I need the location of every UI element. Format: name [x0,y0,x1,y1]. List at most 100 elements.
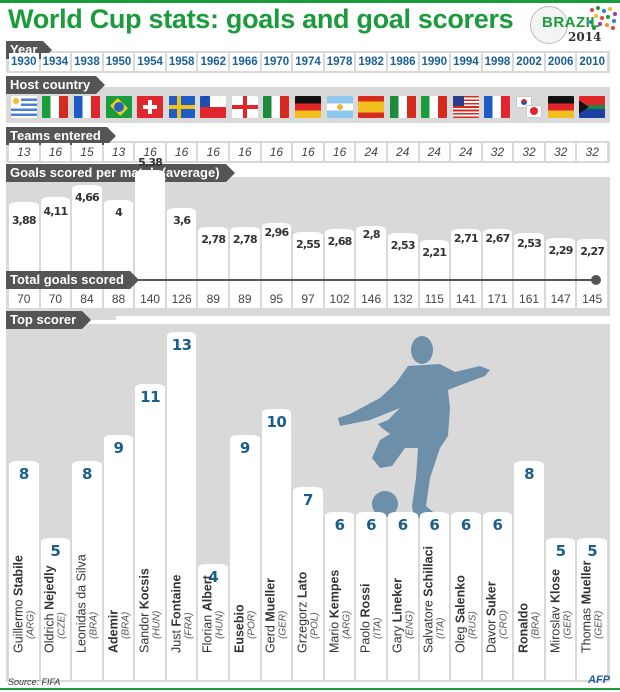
year-cell: 1934 [40,53,71,71]
teams-cell: 16 [324,143,355,161]
flag-switzerland-icon [137,96,164,118]
scorer-name: Mario Kempes (ARG) [327,569,353,653]
scorer-names: Guillermo Stabile (ARG) Oldrich Nejedly (C… [9,540,607,680]
scorer-bar: 6 [324,512,355,680]
flag-south-africa-icon [579,96,606,118]
teams-cell: 32 [514,143,544,161]
total-cell: 171 [482,290,513,308]
teams-cell: 24 [451,143,481,161]
scorer-bar: 5 [577,538,607,680]
scorer-bar: 7 [293,487,323,680]
year-cell: 2006 [545,53,576,71]
scorer-name: Davor Suker (CRO) [484,581,510,653]
scorer-bar: 5 [545,538,576,680]
year-cell: 1958 [166,53,197,71]
scorer-bar: 5 [40,538,71,680]
flag-spain-icon [358,96,385,118]
flag-uruguay-icon [10,96,37,118]
total-cell: 132 [387,290,418,308]
year-row: 1930 1934 1938 1950 1954 1958 1962 1966 … [9,53,607,71]
total-cell: 126 [166,290,197,308]
flag-usa-icon [452,96,479,118]
teams-cell: 15 [72,143,102,161]
scorer-name: Salvatore Schillaci (ITA) [421,545,447,653]
teams-cell: 16 [198,143,229,161]
scorer-bar: 6 [419,512,450,680]
flag-chile-icon [200,96,227,118]
scorer-name: Leonidas da Silva (BRA) [74,554,100,653]
total-cell: 146 [356,290,386,308]
year-cell: 1990 [419,53,450,71]
top-scorer-chart: 8 5 8 9 11 13 4 9 10 7 6 6 6 6 6 6 8 5 5 [9,330,607,680]
avg-bar: 2,21 [419,240,450,290]
total-cell: 145 [577,290,607,308]
avg-bar: 3,6 [166,208,197,290]
total-cell: 70 [40,290,71,308]
teams-cell: 32 [577,143,607,161]
label-rule [258,170,610,175]
total-cell: 161 [514,290,544,308]
year-cell: 1986 [387,53,418,71]
host-country-label: Host country [6,76,106,94]
source-note: Source: FIFA [8,677,61,687]
total-cell: 89 [198,290,229,308]
year-cell: 1970 [261,53,292,71]
top-scorer-label: Top scorer [6,311,92,329]
total-cell: 102 [324,290,355,308]
avg-bar: 2,53 [387,233,418,290]
scorer-bar: 8 [514,461,544,680]
teams-cell: 32 [545,143,576,161]
scorer-name: Ronaldo (BRA) [516,603,542,653]
teams-cell: 16 [166,143,197,161]
scorer-name: Gary Lineker (ENG) [390,577,416,653]
scorer-name: Grzegorz Lato (POL) [295,571,321,653]
year-cell: 2010 [577,53,607,71]
flag-brazil-icon [105,96,132,118]
afp-credit: AFP [588,674,610,686]
football-icon [530,6,568,44]
logo-year: 2014 [568,30,602,44]
total-cell: 141 [451,290,481,308]
scorer-name: Just Fontaine (FRA) [169,574,195,653]
goals-per-match-label: Goals scored per match (average) [6,164,235,182]
scorer-name: Oldrich Nejedly (CZE) [42,565,68,653]
scorer-name: Sandor Kocsis (HUN) [137,568,163,653]
flag-germany-icon [547,96,574,118]
flag-argentina-icon [326,96,353,118]
flag-england-icon [231,96,258,118]
teams-cell: 24 [356,143,386,161]
year-cell: 2002 [514,53,544,71]
scorer-name: Ademir (BRA) [106,609,132,653]
flag-france-icon [484,96,511,118]
scorer-bar: 8 [9,461,39,680]
year-cell: 1962 [198,53,229,71]
football-player-silhouette-icon [338,336,490,518]
scorer-bar: 4 [198,564,229,680]
scorer-name: Oleg Salenko (RUS) [453,575,479,653]
year-cell: 1974 [293,53,323,71]
year-cell: 1978 [324,53,355,71]
bottom-accent-bar [0,688,620,690]
flag-sweden-icon [168,96,195,118]
scorer-bar: 11 [135,384,165,680]
scorer-bar: 13 [166,332,197,680]
avg-bar: 2,96 [261,223,292,290]
logo-text: BRAZIL [542,14,600,31]
total-cell: 95 [261,290,292,308]
year-cell: 1982 [356,53,386,71]
year-cell: 1938 [72,53,102,71]
scorer-bar: 10 [261,409,292,680]
flag-germany-icon [294,96,321,118]
scorer-bar: 6 [387,512,418,680]
total-goals-label: Total goals scored [6,271,139,289]
flag-italy-icon [42,96,69,118]
total-cell: 89 [230,290,260,308]
avg-bar: 5,38 [135,156,165,290]
teams-cell: 32 [482,143,513,161]
flag-mexico-icon [263,96,290,118]
teams-cell: 13 [9,143,39,161]
total-cell: 84 [72,290,102,308]
year-cell: 1998 [482,53,513,71]
teams-cell: 16 [230,143,260,161]
avg-bar: 2,29 [545,238,576,290]
